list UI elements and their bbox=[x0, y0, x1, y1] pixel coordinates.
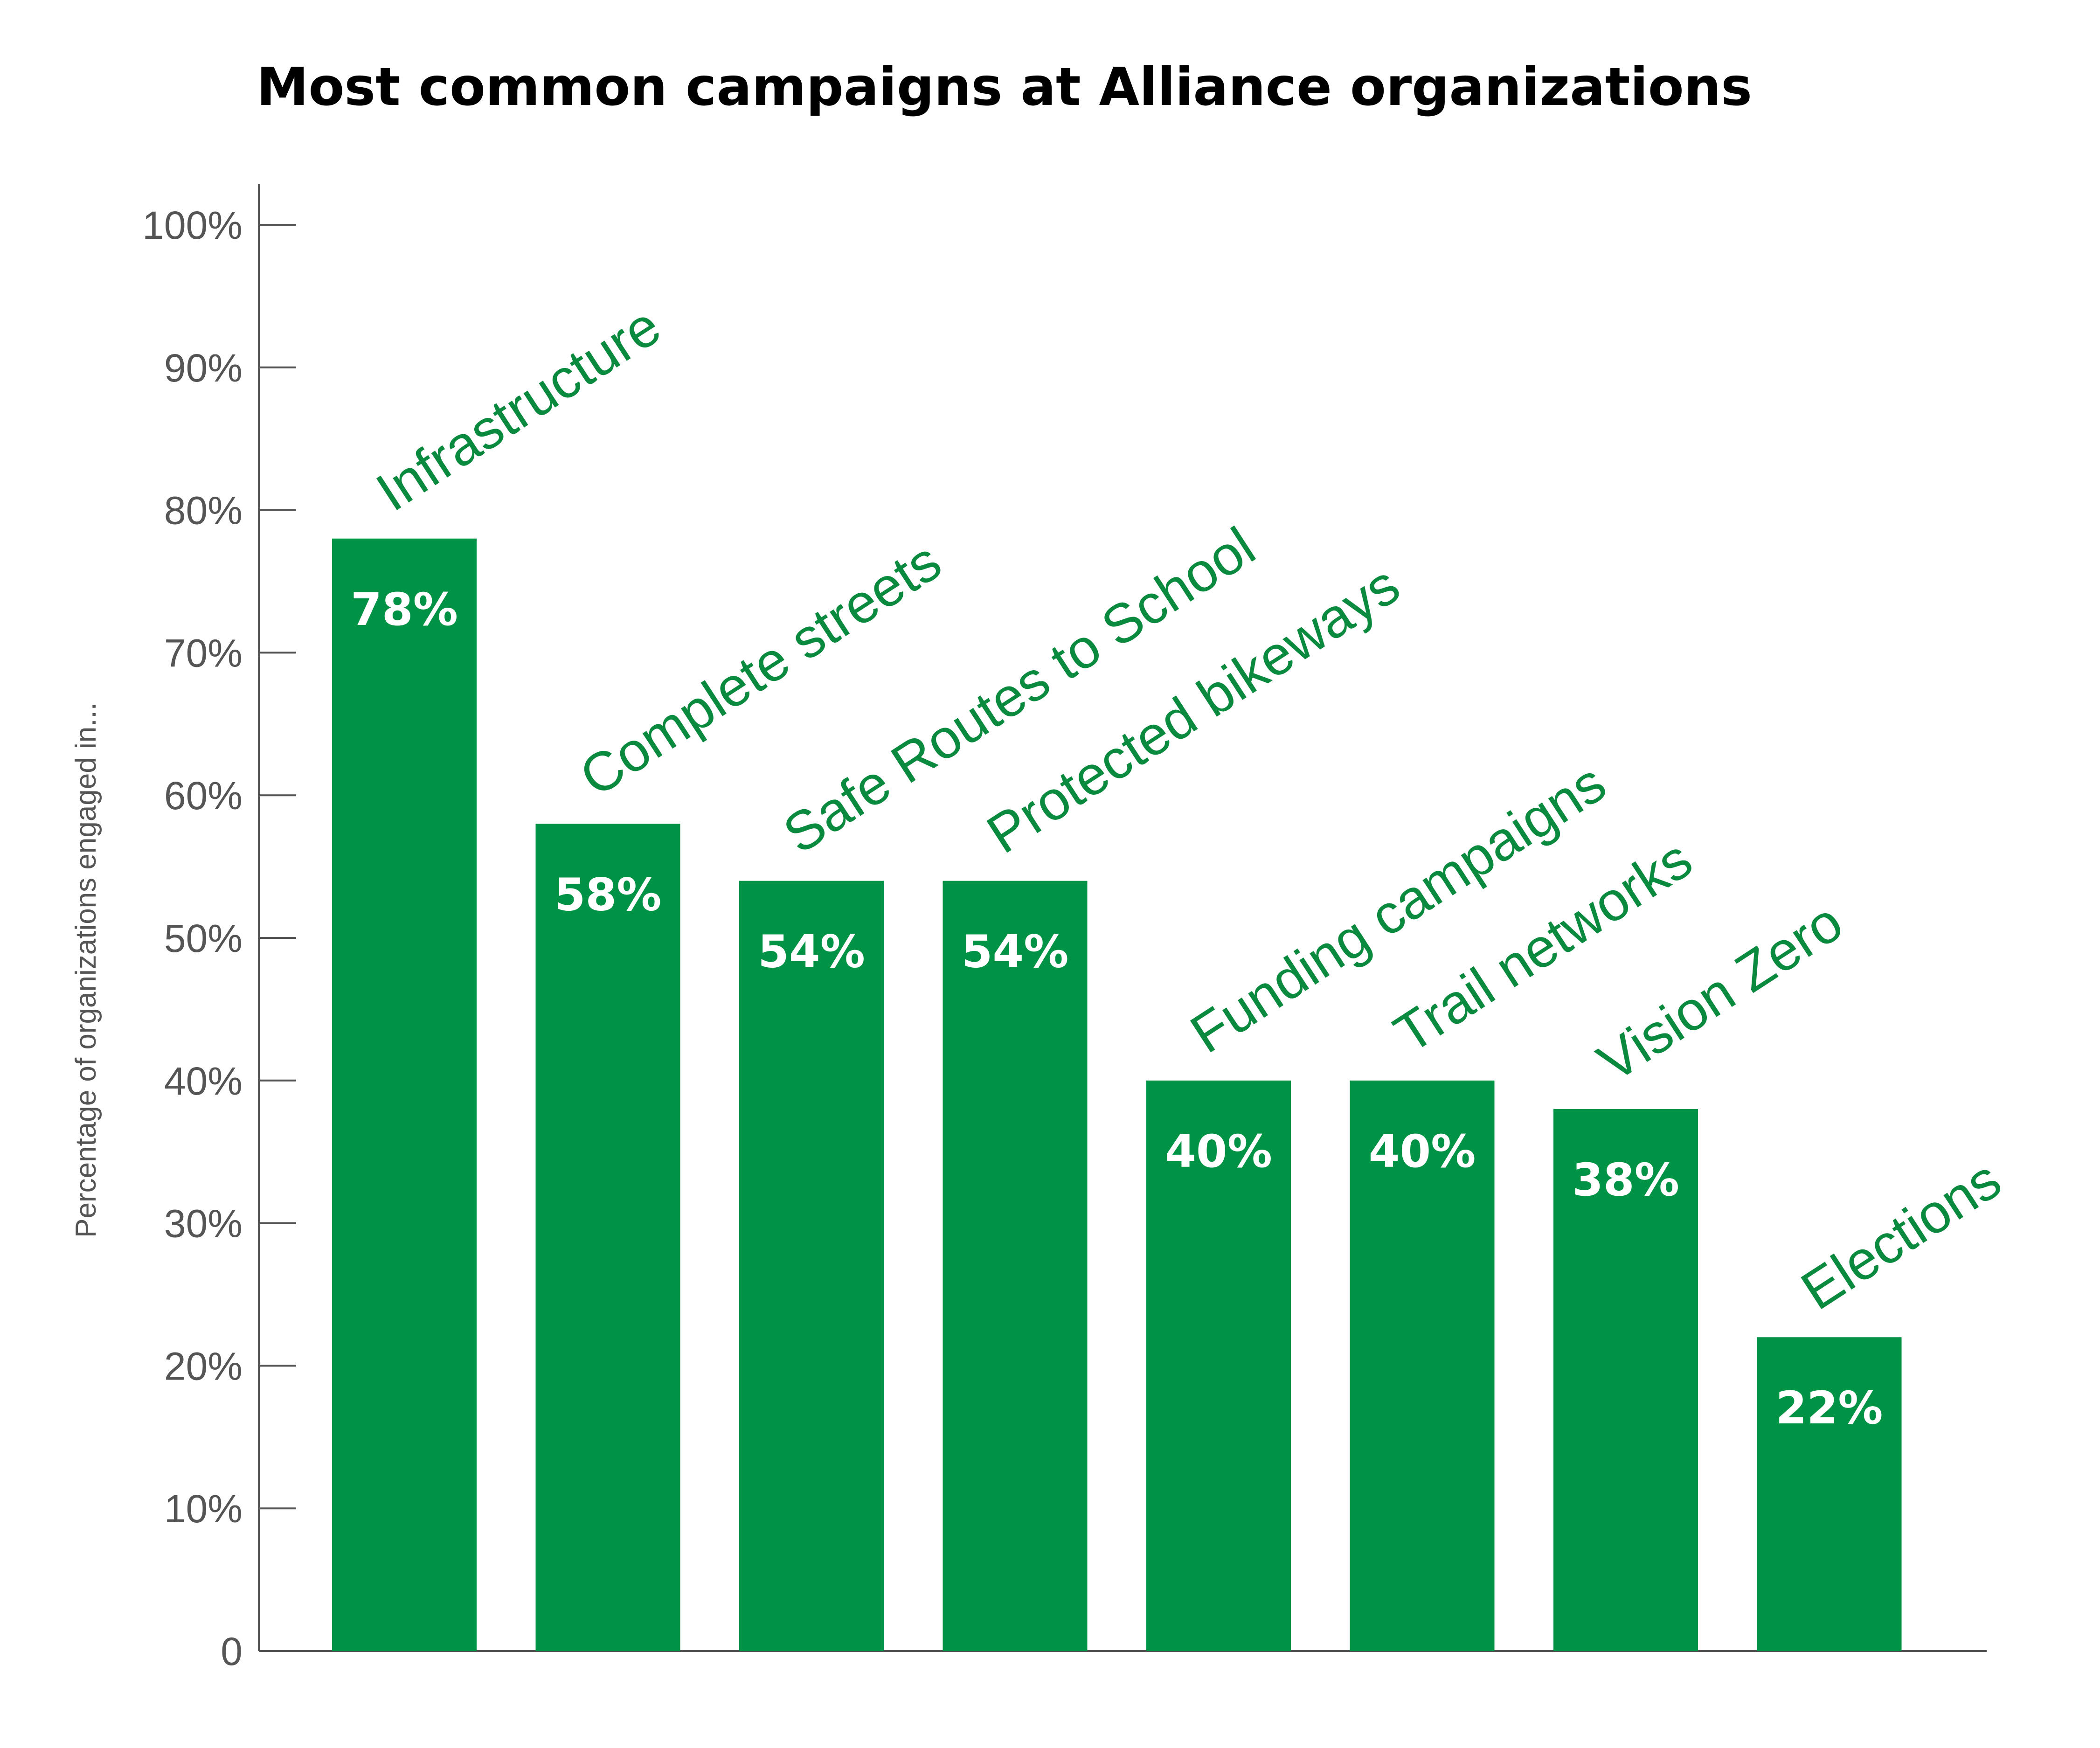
bars bbox=[332, 538, 1902, 1651]
value-label: 38% bbox=[1572, 1154, 1679, 1206]
chart-title: Most common campaigns at Alliance organi… bbox=[256, 57, 1752, 118]
bar-protected-bikeways bbox=[943, 881, 1088, 1651]
y-tick-label: 0 bbox=[221, 1630, 243, 1673]
y-tick-label: 60% bbox=[164, 774, 243, 818]
axes: 0 10% 20% 30% 40% 50% 60% 70% 80% 90% 100% bbox=[142, 184, 1987, 1673]
bar-safe-routes-to-school bbox=[739, 881, 884, 1651]
bar-vision-zero bbox=[1553, 1109, 1698, 1651]
value-label: 22% bbox=[1776, 1382, 1883, 1434]
category-label: Infrastructure bbox=[366, 295, 671, 523]
value-label: 40% bbox=[1369, 1125, 1476, 1178]
bar-complete-streets bbox=[535, 824, 680, 1651]
value-label: 54% bbox=[962, 926, 1069, 978]
y-tick-label: 90% bbox=[164, 346, 243, 390]
bar-trail-networks bbox=[1350, 1080, 1495, 1651]
value-labels: 78% 58% 54% 54% 40% 40% 38% 22% bbox=[351, 583, 1883, 1434]
value-label: 40% bbox=[1165, 1125, 1272, 1178]
bar-funding-campaigns bbox=[1146, 1080, 1291, 1651]
y-tick-label: 30% bbox=[164, 1202, 243, 1246]
value-label: 54% bbox=[758, 926, 865, 978]
value-label: 58% bbox=[554, 868, 662, 921]
y-tick-label: 100% bbox=[142, 203, 243, 247]
bar-elections bbox=[1757, 1337, 1902, 1651]
y-axis-label: Percentage of organizations engaged in..… bbox=[70, 702, 102, 1238]
y-tick-label: 70% bbox=[164, 631, 243, 675]
y-axis-label-group: Percentage of organizations engaged in..… bbox=[70, 702, 102, 1238]
y-tick-label: 10% bbox=[164, 1487, 243, 1531]
bar-infrastructure bbox=[332, 538, 477, 1651]
y-tick-label: 50% bbox=[164, 916, 243, 960]
value-label: 78% bbox=[351, 583, 458, 636]
y-tick-label: 20% bbox=[164, 1344, 243, 1388]
y-tick-label: 40% bbox=[164, 1059, 243, 1103]
y-tick-label: 80% bbox=[164, 489, 243, 533]
category-label: Elections bbox=[1791, 1149, 2011, 1322]
